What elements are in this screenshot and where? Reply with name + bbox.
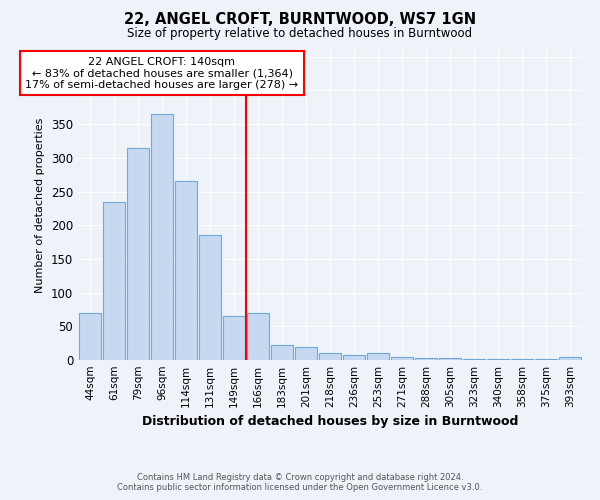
Bar [103,202,125,360]
Text: 22 ANGEL CROFT: 140sqm
← 83% of detached houses are smaller (1,364)
17% of semi-: 22 ANGEL CROFT: 140sqm ← 83% of detached… [25,56,299,90]
Bar [175,182,197,360]
Bar [271,345,293,360]
Bar [343,356,365,360]
X-axis label: Distribution of detached houses by size in Burntwood: Distribution of detached houses by size … [142,416,518,428]
Y-axis label: Number of detached properties: Number of detached properties [35,118,46,292]
Bar [391,356,413,360]
Bar [79,313,101,360]
Bar [223,316,245,360]
Text: Size of property relative to detached houses in Burntwood: Size of property relative to detached ho… [127,28,473,40]
Bar [295,346,317,360]
Bar [439,358,461,360]
Bar [151,114,173,360]
Bar [247,313,269,360]
Bar [415,358,437,360]
Bar [463,358,485,360]
Bar [559,358,581,360]
Bar [319,354,341,360]
Bar [199,236,221,360]
Text: Contains HM Land Registry data © Crown copyright and database right 2024.
Contai: Contains HM Land Registry data © Crown c… [118,473,482,492]
Bar [127,148,149,360]
Text: 22, ANGEL CROFT, BURNTWOOD, WS7 1GN: 22, ANGEL CROFT, BURNTWOOD, WS7 1GN [124,12,476,28]
Bar [367,354,389,360]
